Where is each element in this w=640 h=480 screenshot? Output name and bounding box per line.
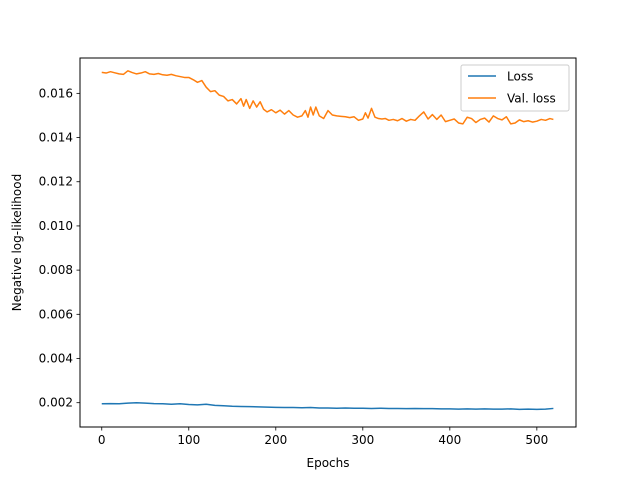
y-tick-label: 0.008 — [39, 263, 73, 277]
x-tick-label: 400 — [438, 433, 461, 447]
y-tick-label: 0.002 — [39, 396, 73, 410]
series-layer — [101, 70, 554, 411]
x-tick-label: 500 — [525, 433, 548, 447]
x-tick-label: 0 — [98, 433, 106, 447]
y-axis-label: Negative log-likelihood — [10, 174, 24, 311]
legend-label-val-loss: Val. loss — [507, 92, 556, 106]
plot-area — [80, 58, 576, 427]
y-tick-label: 0.012 — [39, 175, 73, 189]
x-tick-label: 200 — [264, 433, 287, 447]
y-tick-label: 0.014 — [39, 131, 73, 145]
legend-label-loss: Loss — [507, 70, 533, 84]
x-axis-ticks: 0 100 200 300 400 500 — [98, 427, 548, 447]
y-tick-label: 0.006 — [39, 307, 73, 321]
x-tick-label: 100 — [177, 433, 200, 447]
x-axis-label: Epochs — [307, 456, 350, 470]
y-tick-label: 0.004 — [39, 352, 73, 366]
legend: Loss Val. loss — [460, 64, 570, 112]
series-line-val-loss — [101, 70, 554, 125]
y-tick-label: 0.016 — [39, 86, 73, 100]
plot-frame — [79, 57, 577, 428]
y-axis-ticks: 0.002 0.004 0.006 0.008 0.010 0.012 0.014 0.016 — [39, 86, 80, 410]
y-tick-label: 0.010 — [39, 219, 73, 233]
x-tick-label: 300 — [351, 433, 374, 447]
series-line-loss — [101, 401, 554, 411]
